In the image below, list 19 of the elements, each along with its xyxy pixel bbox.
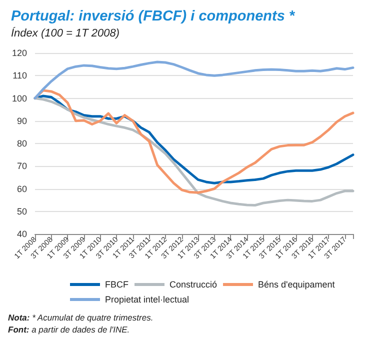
text: Nota: * Acumulat de quatre trimestres. xyxy=(8,312,154,322)
line-series xyxy=(34,60,354,100)
y-tick-label: 60 xyxy=(16,184,27,194)
y-tick-label: 90 xyxy=(16,116,27,126)
y-tick-label: 100 xyxy=(12,93,27,104)
line-series xyxy=(34,97,354,207)
y-tick-label: 80 xyxy=(16,138,27,148)
legend-label: FBCF xyxy=(105,280,129,290)
chart-subtitle: Índex (100 = 1T 2008) xyxy=(11,26,120,40)
chart-title: Portugal: inversió (FBCF) i components * xyxy=(11,8,296,24)
legend-label: Construcció xyxy=(170,280,218,290)
text: Font: a partir de dades de l'INE. xyxy=(8,324,130,334)
y-tick-label: 70 xyxy=(16,161,27,172)
y-tick-label: 110 xyxy=(12,70,27,81)
legend-label: Propietat intel·lectual xyxy=(105,294,190,304)
y-tick-label: 50 xyxy=(16,206,27,216)
legend-label: Béns d'equipament xyxy=(258,280,336,290)
y-tick-label: 40 xyxy=(16,229,27,239)
y-tick-label: 120 xyxy=(12,48,27,58)
